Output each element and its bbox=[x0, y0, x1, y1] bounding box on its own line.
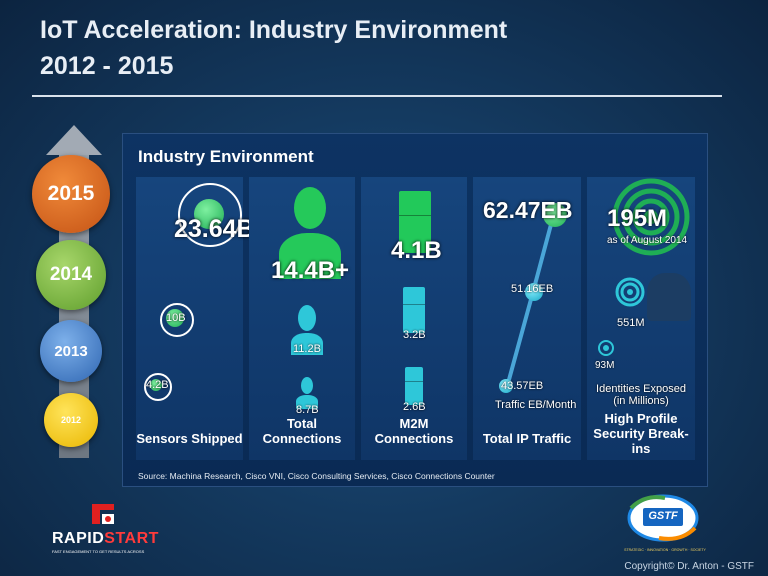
fridge-icon bbox=[405, 367, 423, 405]
security-label-line1: High Profile bbox=[604, 411, 678, 426]
security-value-2015: 195M bbox=[607, 205, 668, 232]
security-column: 195M as of August 2014 551M 93M Identiti… bbox=[587, 177, 695, 460]
traffic-value-2013: 43.57EB bbox=[501, 380, 544, 392]
person-body-icon bbox=[291, 333, 323, 355]
fridge-icon bbox=[403, 287, 425, 333]
traffic-dot-icon bbox=[543, 203, 567, 227]
fridge-icon bbox=[399, 191, 431, 253]
traffic-dot-icon bbox=[525, 283, 543, 301]
sensors-value-2013: 4.2B bbox=[146, 379, 169, 391]
person-icon bbox=[301, 377, 313, 394]
person-icon bbox=[298, 305, 316, 331]
sensors-column: 23.64B 10B 4.2B Sensors Shipped bbox=[136, 177, 255, 460]
rapidstart-wordmark: RAPIDSTART bbox=[52, 530, 159, 547]
year-2014-badge: 2014 bbox=[36, 240, 106, 310]
m2m-value-2013: 2.6B bbox=[403, 401, 426, 413]
panel-title: Industry Environment bbox=[138, 147, 314, 166]
traffic-value-2015: 62.47EB bbox=[483, 197, 573, 223]
identities-label-line1: Identities Exposed bbox=[596, 383, 686, 395]
traffic-value-2014: 51.16EB bbox=[511, 283, 554, 295]
sensors-value-2015: 23.64B bbox=[174, 215, 255, 243]
sensor-ring-icon bbox=[144, 373, 172, 401]
year-2012-badge: 2012 bbox=[44, 393, 98, 447]
sensor-dot-icon bbox=[194, 199, 224, 229]
connections-value-2015: 14.4B+ bbox=[271, 257, 350, 284]
m2m-value-2015: 4.1B bbox=[391, 237, 442, 264]
hacker-silhouette-icon bbox=[647, 273, 691, 321]
security-value-2014: 551M bbox=[617, 317, 645, 329]
connections-value-2013: 8.7B bbox=[296, 404, 319, 416]
rapidstart-mark-icon bbox=[92, 504, 114, 524]
gstf-tagline: STRATEGIC · INNOVATION · GROWTH · SOCIET… bbox=[624, 548, 706, 552]
sensor-ring-icon bbox=[160, 303, 194, 337]
rapidstart-logo: RAPIDSTART FAST ENGAGEMENT TO GET RESULT… bbox=[40, 500, 180, 560]
slide-title-line2: 2012 - 2015 bbox=[40, 52, 174, 80]
m2m-label: M2M Connections bbox=[374, 416, 454, 446]
person-body-icon bbox=[296, 395, 318, 409]
identities-label-line2: (in Millions) bbox=[613, 395, 669, 407]
m2m-column: 4.1B 3.2B 2.6B M2M Connections bbox=[361, 177, 467, 460]
security-as-of: as of August 2014 bbox=[607, 235, 688, 246]
target-icon bbox=[615, 277, 645, 307]
connections-value-2014: 11.2B bbox=[293, 343, 321, 355]
year-timeline: 2015 2014 2013 2012 bbox=[30, 125, 120, 465]
copyright-notice: Copyright© Dr. Anton - GSTF bbox=[624, 561, 754, 572]
slide-title: IoT Acceleration: Industry Environment 2… bbox=[40, 12, 507, 84]
person-body-icon bbox=[279, 233, 341, 279]
slide-title-line1: IoT Acceleration: Industry Environment bbox=[40, 16, 508, 44]
security-value-2013: 93M bbox=[595, 360, 615, 371]
sensor-dot-icon bbox=[150, 379, 162, 391]
gstf-globe-icon bbox=[627, 494, 699, 542]
person-icon bbox=[294, 187, 326, 229]
year-2015-badge: 2015 bbox=[32, 155, 110, 233]
rapidstart-tagline: FAST ENGAGEMENT TO GET RESULTS ACROSS bbox=[52, 549, 145, 554]
m2m-value-2014: 3.2B bbox=[403, 329, 426, 341]
security-label-line2: Security Break-ins bbox=[593, 426, 689, 456]
sensors-value-2014: 10B bbox=[166, 312, 186, 324]
up-arrow-icon bbox=[46, 125, 102, 155]
gstf-logo: GSTF STRATEGIC · INNOVATION · GROWTH · S… bbox=[615, 494, 711, 554]
year-2013-badge: 2013 bbox=[40, 320, 102, 382]
traffic-dot-icon bbox=[499, 379, 513, 393]
sensor-ring-icon bbox=[178, 183, 242, 247]
sensor-dot-icon bbox=[166, 309, 184, 327]
connections-column: 14.4B+ 11.2B 8.7B Total Connections bbox=[249, 177, 355, 460]
identities-label: Identities Exposed (in Millions) bbox=[587, 383, 695, 407]
gstf-wordmark: GSTF bbox=[648, 510, 678, 522]
traffic-unit-label: Traffic EB/Month bbox=[495, 399, 577, 411]
target-icon bbox=[598, 340, 614, 356]
traffic-column: 62.47EB 51.16EB 43.57EB Traffic EB/Month… bbox=[473, 177, 581, 460]
target-icon bbox=[612, 178, 690, 256]
sensors-label: Sensors Shipped bbox=[136, 431, 243, 446]
industry-environment-panel: Industry Environment 23.64B 10B 4.2B Sen… bbox=[122, 133, 708, 487]
title-divider bbox=[32, 95, 722, 97]
connections-label: Total Connections bbox=[262, 416, 342, 446]
traffic-label: Total IP Traffic bbox=[482, 431, 572, 446]
source-citation: Source: Machina Research, Cisco VNI, Cis… bbox=[138, 471, 495, 481]
security-label: High Profile Security Break-ins bbox=[587, 411, 695, 456]
